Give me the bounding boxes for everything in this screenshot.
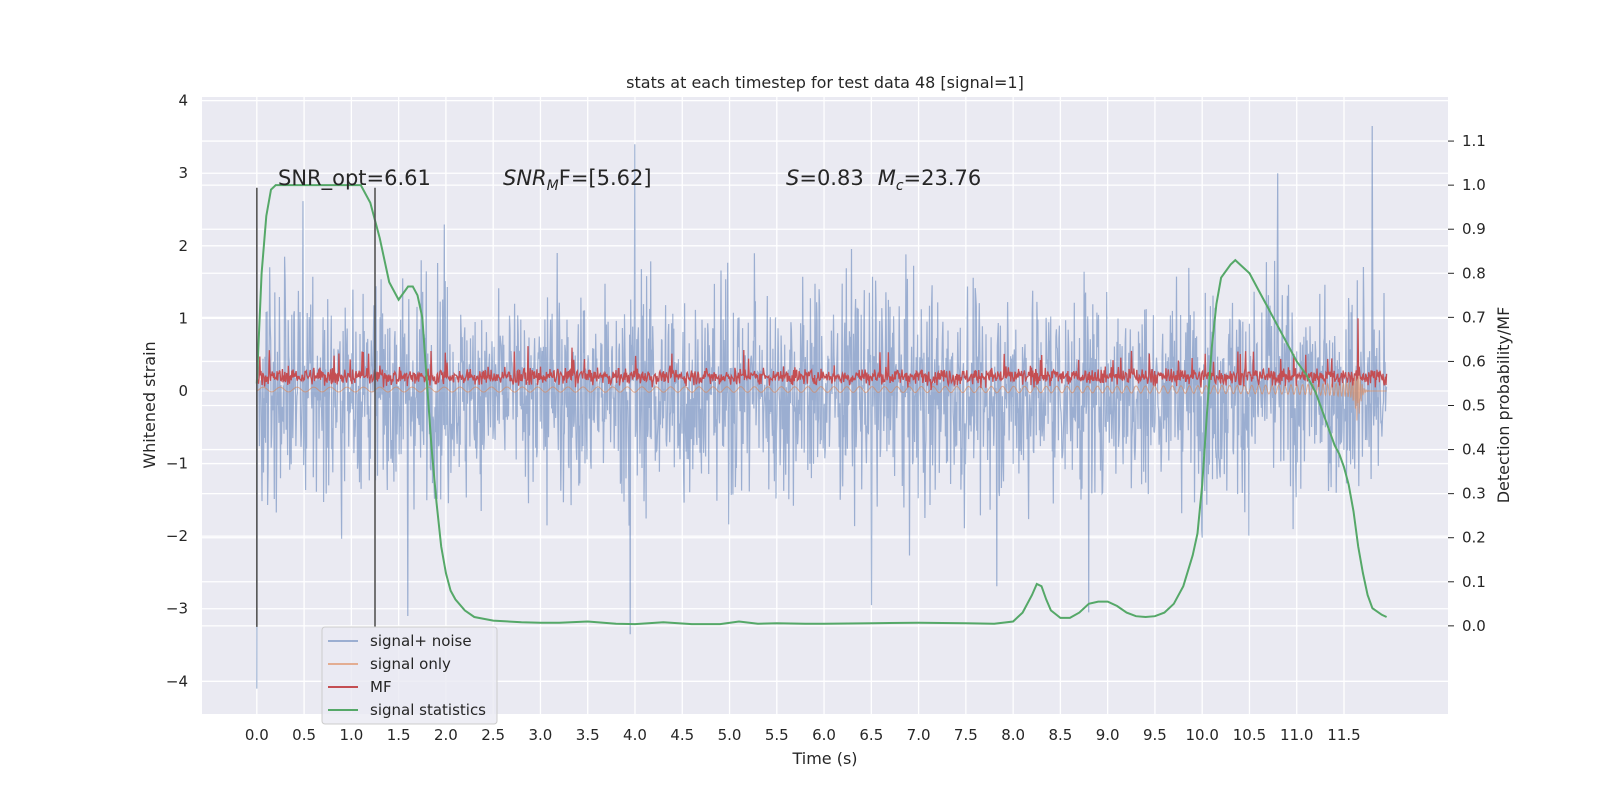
legend-label-signal-noise: signal+ noise: [370, 632, 472, 650]
legend-label-mf: MF: [370, 678, 392, 696]
legend: signal+ noise signal only MF signal stat…: [321, 626, 498, 725]
x-tick-label: 5.0: [718, 726, 742, 744]
chart-title: stats at each timestep for test data 48 …: [626, 73, 1024, 92]
x-tick-label: 11.0: [1280, 726, 1313, 744]
y-left-tick-label: −1: [166, 455, 188, 473]
x-tick-label: 0.0: [245, 726, 269, 744]
mc-var: M: [878, 166, 896, 190]
snr-mf-prefix: SNR: [503, 166, 547, 190]
legend-label-signal-statistics: signal statistics: [370, 701, 486, 719]
x-tick-label: 5.5: [765, 726, 789, 744]
y-right-tick-label: 0.7: [1462, 308, 1486, 326]
x-tick-label: 4.5: [670, 726, 694, 744]
series-signal-only: [256, 358, 1387, 421]
series-layer: [255, 125, 1388, 689]
y-left-tick-label: 0: [178, 382, 188, 400]
y-left-tick-label: 3: [178, 164, 188, 182]
x-tick-label: 0.5: [292, 726, 316, 744]
y-axis-label-left: Whitened strain: [140, 341, 159, 468]
x-tick-label: 6.5: [859, 726, 883, 744]
x-tick-label: 11.5: [1327, 726, 1360, 744]
snr-mf-suffix: F=[5.62]: [559, 166, 652, 190]
axes-layer: 0.0 0.5 1.0 1.5 2.0 2.5 3.0 3.5 4.0 4.5 5.0 5.5 6.0 6…: [166, 92, 1486, 744]
x-tick-label: 7.0: [907, 726, 931, 744]
mc-sub: c: [896, 178, 904, 194]
series-mf: [256, 318, 1388, 391]
y-right-tick-label: 0.2: [1462, 529, 1486, 547]
y-left-tick-label: 2: [178, 237, 188, 255]
marker-layer: [256, 187, 376, 627]
x-tick-label: 1.0: [339, 726, 363, 744]
y-axis-label-right: Detection probability/MF: [1494, 307, 1513, 504]
legend-box: [321, 626, 498, 725]
x-tick-label: 7.5: [954, 726, 978, 744]
x-tick-label: 6.0: [812, 726, 836, 744]
y-left-tick-label: −3: [166, 600, 188, 618]
x-tick-label: 2.5: [481, 726, 505, 744]
x-tick-label: 3.0: [529, 726, 553, 744]
x-tick-label: 4.0: [623, 726, 647, 744]
y-right-tick-label: 0.6: [1462, 352, 1486, 370]
annotation-snr-mf: SNRMF=[5.62]: [503, 166, 652, 194]
x-tick-label: 2.0: [434, 726, 458, 744]
y-left-tick-label: −4: [166, 672, 188, 690]
y-right-tick-label: 0.0: [1462, 617, 1486, 635]
x-tick-label: 8.0: [1001, 726, 1025, 744]
y-right-tick-label: 0.3: [1462, 485, 1486, 503]
mc-value: =23.76: [904, 166, 982, 190]
x-tick-label: 10.0: [1186, 726, 1219, 744]
y-right-tick-label: 0.1: [1462, 573, 1486, 591]
legend-label-signal-only: signal only: [370, 655, 451, 673]
snr-mf-sub: M: [547, 178, 559, 194]
y-right-tick-label: 0.9: [1462, 220, 1486, 238]
annotation-snr-opt: SNR_opt=6.61: [278, 166, 431, 191]
y-right-tick-label: 1.0: [1462, 176, 1486, 194]
series-signal-noise: [256, 125, 1388, 689]
x-tick-label: 9.5: [1143, 726, 1167, 744]
y-right-tick-label: 0.4: [1462, 441, 1486, 459]
x-axis-label: Time (s): [791, 749, 857, 768]
y-left-tick-label: 1: [178, 309, 188, 327]
y-right-tick-label: 1.1: [1462, 132, 1486, 150]
x-tick-label: 3.5: [576, 726, 600, 744]
x-tick-label: 9.0: [1096, 726, 1120, 744]
s-var: S: [786, 166, 799, 190]
series-signal-statistics: [255, 184, 1388, 626]
x-tick-label: 8.5: [1048, 726, 1072, 744]
s-value: =0.83: [799, 166, 863, 190]
y-left-tick-label: −2: [166, 527, 188, 545]
x-tick-label: 1.5: [387, 726, 411, 744]
annotation-s-mc: S=0.83 Mc=23.76: [786, 166, 981, 194]
x-tick-label: 10.5: [1233, 726, 1266, 744]
y-right-tick-label: 0.5: [1462, 397, 1486, 415]
y-left-tick-label: 4: [178, 92, 188, 110]
y-right-tick-label: 0.8: [1462, 264, 1486, 282]
